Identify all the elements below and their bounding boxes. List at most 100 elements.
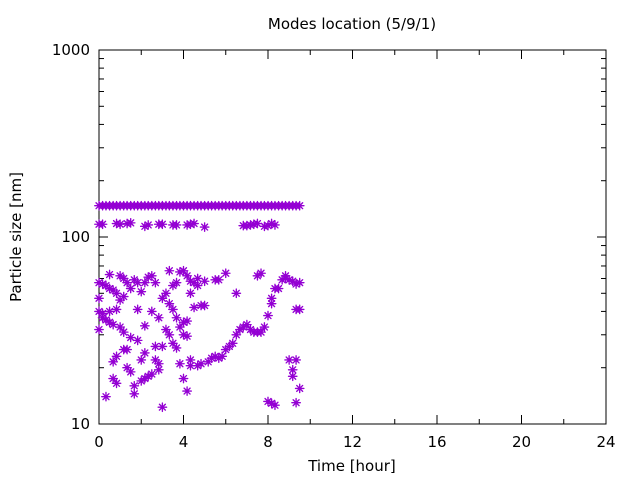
y-axis: 10 100 1000 [52, 41, 606, 433]
data-point [199, 300, 210, 311]
data-point [182, 316, 192, 326]
x-tick-label: 0 [94, 433, 104, 451]
data-point [294, 383, 305, 394]
data-point [104, 269, 115, 280]
data-point [175, 358, 185, 369]
data-point [168, 338, 178, 349]
y-axis-label: Particle size [nm] [7, 172, 25, 302]
data-point [153, 358, 164, 369]
data-point [220, 268, 231, 279]
x-tick-label: 12 [343, 433, 362, 451]
x-axis-label: Time [hour] [307, 457, 396, 475]
data-point [192, 273, 203, 284]
data-point [217, 351, 228, 362]
data-point [273, 283, 284, 294]
data-point [294, 304, 305, 315]
data-point [97, 219, 108, 230]
data-point [153, 364, 164, 375]
y-tick-label: 100 [61, 228, 90, 246]
plot-frame [98, 49, 607, 425]
data-point [136, 355, 147, 365]
data-point [199, 276, 210, 287]
data-point [189, 302, 199, 313]
data-point [238, 322, 249, 332]
data-point [146, 369, 157, 379]
data-point [143, 220, 154, 230]
data-point [122, 277, 132, 288]
data-point [139, 348, 150, 358]
data-point [178, 265, 189, 276]
data-point [182, 386, 192, 396]
data-point [164, 329, 175, 340]
data-point [129, 388, 140, 399]
data-point [291, 397, 301, 408]
data-point [175, 322, 185, 332]
data-point [157, 293, 168, 304]
data-point [108, 373, 119, 384]
data-point [270, 400, 280, 411]
data-point [132, 304, 143, 315]
data-point [242, 220, 252, 231]
data-point [263, 310, 273, 321]
x-tick-label: 16 [427, 433, 446, 451]
x-tick-label: 8 [263, 433, 273, 451]
data-point [256, 268, 266, 279]
data-point [125, 332, 136, 343]
data-point [161, 288, 171, 299]
data-point [227, 338, 238, 349]
data-point [125, 366, 136, 377]
data-point [115, 219, 125, 230]
data-point [178, 373, 189, 384]
x-tick-label: 24 [596, 433, 615, 451]
data-point [111, 304, 122, 315]
data-point [231, 288, 242, 299]
data-point [157, 219, 168, 230]
data-point [256, 327, 266, 337]
data-point [157, 402, 168, 413]
data-point [111, 288, 122, 299]
data-point [252, 218, 263, 229]
data-point [189, 218, 199, 229]
data-point [118, 327, 129, 337]
data-point [136, 286, 147, 297]
data-point [115, 322, 125, 332]
data-point [287, 371, 298, 382]
data-point [132, 335, 143, 346]
data-point [199, 222, 210, 232]
data-point [171, 343, 182, 353]
data-point [94, 324, 104, 335]
data-point [168, 304, 178, 315]
y-tick-label: 1000 [52, 41, 90, 59]
data-point [118, 273, 129, 284]
data-point [125, 217, 136, 228]
data-point [171, 220, 182, 230]
data-point [171, 312, 182, 323]
data-point [122, 344, 132, 355]
data-point [125, 283, 136, 294]
data-point [94, 293, 104, 304]
x-axis: 0 4 8 12 16 20 24 [94, 50, 616, 451]
data-point [146, 270, 157, 281]
data-point [111, 378, 122, 389]
data-point [294, 200, 305, 211]
data-point [185, 288, 196, 299]
data-point [196, 358, 206, 369]
data-point [111, 351, 122, 362]
data-point [146, 306, 157, 317]
data-point [129, 380, 140, 391]
data-point [291, 355, 301, 365]
data-point [242, 319, 252, 330]
data-point [101, 391, 111, 402]
data-point [104, 306, 115, 317]
data-point [266, 293, 277, 304]
data-point [192, 280, 203, 291]
data-point [270, 220, 280, 230]
data-point [294, 277, 305, 288]
data-point [139, 320, 150, 331]
data-point [164, 265, 175, 276]
y-tick-label: 10 [71, 415, 90, 433]
data-point [231, 329, 242, 340]
data-point [259, 322, 270, 332]
